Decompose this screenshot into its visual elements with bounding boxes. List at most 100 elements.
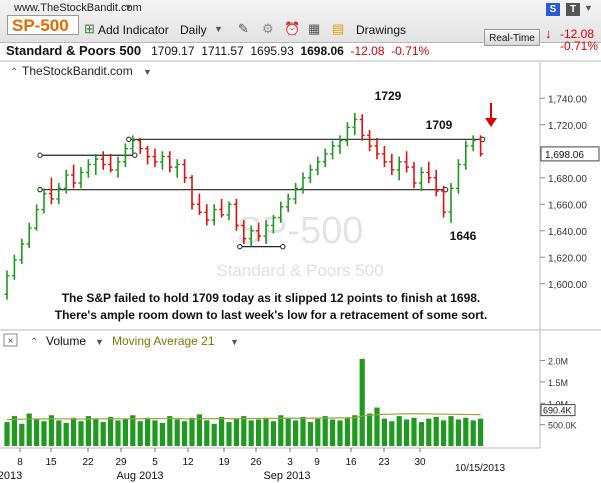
annotation-1709: 1709 xyxy=(426,118,453,132)
symbol-input[interactable]: SP-500 xyxy=(7,15,79,35)
x-tick-label: 3 xyxy=(287,457,293,468)
x-tick-label: 16 xyxy=(345,457,357,468)
trendline-anchor xyxy=(132,152,138,158)
price-bar xyxy=(418,167,424,191)
menu-chevron-down-icon[interactable]: ▼ xyxy=(584,3,593,13)
twitter-icon[interactable]: T xyxy=(566,3,580,16)
x-tick-label: 23 xyxy=(378,457,390,468)
trendline-anchor xyxy=(37,152,43,158)
volume-bar xyxy=(241,416,247,446)
volume-bar xyxy=(11,416,17,446)
x-tick-label: 9 xyxy=(314,457,320,468)
tools-icon[interactable]: ✎ xyxy=(238,21,249,36)
price-bar xyxy=(182,159,188,184)
volume-bar xyxy=(418,422,424,446)
volume-bar xyxy=(433,416,439,446)
price-tick-label: 1,600.00 xyxy=(548,280,587,291)
price-panel: TheStockBandit.com ▼ ⌃ SP-500 Standard &… xyxy=(0,60,601,330)
x-tick-label: 15 xyxy=(45,457,57,468)
volume-bar xyxy=(426,418,432,446)
volume-bar xyxy=(34,418,40,446)
price-bar xyxy=(115,156,121,178)
instrument-name: Standard & Poors 500 xyxy=(6,43,142,58)
volume-bar xyxy=(441,420,447,446)
volume-bar xyxy=(159,422,165,446)
x-axis: 8 15 22 29 5 12 19 26 3 9 16 23 30 2013 Aug 2013 Sep 20… xyxy=(0,447,540,482)
price-bar xyxy=(270,214,276,234)
share-icon[interactable]: S xyxy=(546,3,560,16)
alarm-clock-icon[interactable]: ⏰ xyxy=(284,21,301,36)
month-label: Aug 2013 xyxy=(116,470,163,482)
drawings-button[interactable]: Drawings xyxy=(356,23,407,37)
volume-bar xyxy=(404,419,410,446)
add-indicator-icon[interactable]: ⊞ xyxy=(84,21,95,36)
price-bar xyxy=(248,225,254,247)
x-tick-label: 8 xyxy=(17,457,23,468)
period-select[interactable]: Daily xyxy=(180,23,207,37)
volume-bar xyxy=(352,415,358,446)
calculator-icon[interactable]: ▦ xyxy=(308,21,321,36)
volume-panel: × ⌃ Volume ▼ Moving Average 21 ▼ 2.0M 1.5… xyxy=(0,329,601,448)
price-bar xyxy=(330,140,336,160)
volume-collapse-chevron-icon[interactable]: ⌃ xyxy=(30,337,38,348)
price-bar xyxy=(448,183,454,223)
volume-bar xyxy=(396,416,402,446)
annotation-1646: 1646 xyxy=(450,229,477,243)
volume-bar xyxy=(293,420,299,446)
price-bar xyxy=(4,270,10,300)
x-tick-label: 19 xyxy=(218,457,230,468)
change-pct-small: -0.71% xyxy=(560,39,599,53)
volume-bar xyxy=(152,420,158,446)
volume-bar xyxy=(233,418,239,446)
price-bar xyxy=(396,156,402,181)
price-bar xyxy=(433,169,439,197)
ma-chevron-down-icon[interactable]: ▼ xyxy=(230,337,239,347)
date-label: 10/15/2013 xyxy=(455,463,505,474)
volume-bar xyxy=(56,420,62,446)
close-icon[interactable]: × xyxy=(8,336,14,347)
price-bar xyxy=(71,164,77,189)
price-bar xyxy=(204,204,210,226)
price-bar xyxy=(455,159,461,194)
settings-icon[interactable]: ⚙ xyxy=(262,21,274,36)
x-tick-label: 22 xyxy=(82,457,94,468)
price-bar xyxy=(263,220,269,244)
price-bar xyxy=(337,135,343,154)
volume-bar xyxy=(4,422,10,446)
collapse-chevron-icon[interactable]: ⌃ xyxy=(10,67,18,78)
volume-ma-label: Moving Average 21 xyxy=(112,334,215,348)
price-bar xyxy=(367,130,373,152)
volume-bar xyxy=(315,418,321,446)
x-tick-label: 29 xyxy=(115,457,127,468)
volume-bar xyxy=(71,417,77,446)
price-bar xyxy=(307,164,313,184)
price-bar xyxy=(389,153,395,176)
period-chevron-down-icon[interactable]: ▼ xyxy=(214,24,223,34)
site-title: www.TheStockBandit.com xyxy=(14,2,142,14)
site-chevron-down-icon[interactable]: ▼ xyxy=(124,2,133,12)
price-bar xyxy=(404,151,410,173)
volume-bar xyxy=(130,415,136,446)
add-indicator-button[interactable]: Add Indicator xyxy=(98,23,169,37)
volume-chevron-down-icon[interactable]: ▼ xyxy=(95,337,104,347)
price-bar xyxy=(122,143,128,168)
price-bar xyxy=(470,135,476,152)
volume-bar xyxy=(115,420,121,446)
change-small: -12.08 xyxy=(560,27,595,41)
real-time-button[interactable]: Real-Time xyxy=(484,29,540,46)
price-bar xyxy=(352,112,358,136)
annotation-1729: 1729 xyxy=(375,89,402,103)
volume-bar xyxy=(478,418,484,446)
close-volume-button[interactable] xyxy=(3,333,18,347)
price-bar xyxy=(322,148,328,168)
volume-bar xyxy=(226,422,232,446)
branding-chevron-down-icon[interactable]: ▼ xyxy=(143,67,152,77)
price-bar xyxy=(100,151,106,170)
price-bar xyxy=(152,148,158,168)
notes-icon[interactable]: ▤ xyxy=(332,21,345,36)
price-bar xyxy=(26,222,32,248)
volume-bar xyxy=(100,422,106,446)
price-bar xyxy=(93,153,99,176)
price-bar xyxy=(344,122,350,146)
